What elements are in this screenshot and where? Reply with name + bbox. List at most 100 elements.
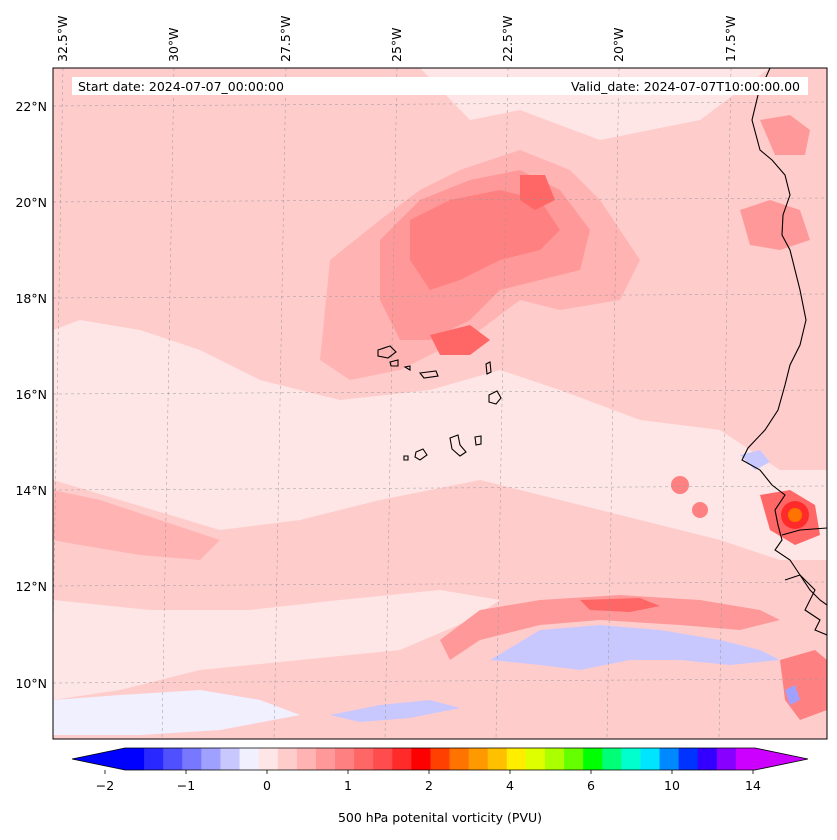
longitude-label: 22.5°W bbox=[500, 16, 515, 62]
pv-contour-south-core bbox=[580, 598, 660, 612]
coastline bbox=[741, 68, 827, 636]
colorbar-segment bbox=[678, 748, 699, 770]
pv-contour-south bbox=[440, 595, 780, 660]
meridian-gridline bbox=[273, 68, 287, 739]
meridian-gridline bbox=[606, 68, 620, 739]
colorbar-segment bbox=[621, 748, 641, 770]
colorbar-segment bbox=[697, 748, 718, 770]
colorbar-outline bbox=[71, 747, 809, 771]
colorbar-segment bbox=[449, 748, 470, 770]
colorbar-segment bbox=[373, 748, 393, 770]
longitude-label: 32.5°W bbox=[55, 16, 70, 62]
colorbar-segment bbox=[640, 748, 661, 770]
pv-hotspot-2 bbox=[671, 476, 689, 494]
island-santo-antao bbox=[377, 345, 397, 359]
latitude-label: 16°N bbox=[15, 387, 47, 402]
pv-contour-core2 bbox=[430, 325, 490, 355]
colorbar-segment bbox=[735, 748, 756, 770]
island-sao-nicolau bbox=[418, 370, 439, 379]
colorbar bbox=[71, 747, 809, 771]
colorbar-segment bbox=[182, 748, 202, 770]
colorbar-segment bbox=[583, 748, 603, 770]
island-santa-luzia bbox=[403, 365, 411, 371]
colorbar-segment bbox=[277, 748, 298, 770]
longitude-label: 30°W bbox=[166, 27, 181, 62]
colorbar-segment bbox=[201, 748, 221, 770]
gambia-coastline bbox=[781, 527, 827, 536]
pv-contour-negative-3 bbox=[53, 690, 300, 735]
pv-contour-ne-blue bbox=[740, 450, 770, 470]
colorbar-segment bbox=[716, 748, 737, 770]
pv-contour-west bbox=[53, 490, 220, 560]
pv-contour-negative-2 bbox=[330, 700, 460, 722]
start-date-label: Start date: 2024-07-07_00:00:00 bbox=[78, 79, 284, 94]
pv-contour-east-2 bbox=[760, 115, 810, 155]
colorbar-segment bbox=[163, 748, 183, 770]
pv-hotspot-max-core bbox=[788, 508, 802, 522]
colorbar-tick-label: 6 bbox=[587, 778, 595, 793]
longitude-label: 17.5°W bbox=[723, 16, 738, 62]
colorbar-extend-min bbox=[72, 748, 125, 770]
island-maio bbox=[474, 435, 482, 446]
colorbar-tick-label: −2 bbox=[96, 778, 114, 793]
latitude-label: 14°N bbox=[15, 483, 47, 498]
colorbar-segment bbox=[525, 748, 546, 770]
guinea-coastline bbox=[784, 574, 827, 636]
latitude-label: 18°N bbox=[15, 291, 47, 306]
latitude-labels: 22°N 20°N 18°N 16°N 14°N 12°N 10°N bbox=[15, 99, 47, 691]
island-fogo bbox=[414, 448, 428, 461]
colorbar-tick-label: −1 bbox=[177, 778, 195, 793]
colorbar-title: 500 hPa potenital vorticity (PVU) bbox=[338, 810, 542, 825]
longitude-label: 20°W bbox=[611, 27, 626, 62]
colorbar-segment bbox=[354, 748, 374, 770]
colorbar-segment bbox=[258, 748, 279, 770]
island-sal bbox=[485, 361, 492, 375]
date-banner-background bbox=[72, 77, 808, 95]
pv-hotspot-3 bbox=[692, 502, 708, 518]
colorbar-ticks: −2 −1 0 1 2 4 6 10 14 bbox=[96, 770, 761, 793]
latitude-label: 20°N bbox=[15, 195, 47, 210]
island-santiago bbox=[449, 434, 467, 457]
latitude-label: 12°N bbox=[15, 579, 47, 594]
colorbar-tick-label: 1 bbox=[344, 778, 352, 793]
island-brava bbox=[403, 455, 409, 461]
island-boa-vista bbox=[488, 390, 502, 405]
latitude-label: 22°N bbox=[15, 99, 47, 114]
map-panel bbox=[52, 67, 828, 740]
colorbar-segment bbox=[506, 748, 527, 770]
pv-contour-southeast-blue bbox=[785, 685, 800, 705]
pv-contours bbox=[53, 68, 827, 739]
pv-contour-negative bbox=[490, 625, 780, 670]
pv-contour-core bbox=[520, 175, 555, 210]
colorbar-segment bbox=[659, 748, 680, 770]
meridian-gridline bbox=[161, 68, 175, 739]
pv-contour-low-band2 bbox=[53, 480, 827, 739]
longitude-labels: 32.5°W 30°W 27.5°W 25°W 22.5°W 20°W 17.5°W bbox=[55, 16, 738, 62]
colorbar-extend-max bbox=[755, 748, 808, 770]
colorbar-segment bbox=[411, 748, 431, 770]
colorbar-tick-label: 14 bbox=[745, 778, 761, 793]
gridlines bbox=[53, 68, 827, 739]
colorbar-segment bbox=[220, 748, 241, 770]
colorbar-segment bbox=[564, 748, 584, 770]
date-banner: Start date: 2024-07-07_00:00:00 Valid_da… bbox=[72, 77, 808, 95]
colorbar-segment bbox=[392, 748, 412, 770]
meridian-gridline bbox=[384, 68, 398, 739]
meridian-gridline bbox=[495, 68, 509, 739]
meridian-gridline bbox=[718, 68, 732, 739]
colorbar-segment bbox=[144, 748, 164, 770]
colorbar-segment bbox=[468, 748, 489, 770]
colorbar-segment bbox=[296, 748, 317, 770]
colorbar-segment bbox=[315, 748, 336, 770]
colorbar-segment bbox=[335, 748, 355, 770]
colorbar-segment bbox=[125, 748, 145, 770]
colorbar-segment bbox=[239, 748, 260, 770]
colorbar-tick-label: 4 bbox=[506, 778, 514, 793]
colorbar-segment bbox=[487, 748, 508, 770]
colorbar-tick-label: 2 bbox=[425, 778, 433, 793]
colorbar-segment bbox=[602, 748, 622, 770]
colorbar-tick-label: 0 bbox=[263, 778, 271, 793]
map-frame bbox=[52, 67, 828, 740]
